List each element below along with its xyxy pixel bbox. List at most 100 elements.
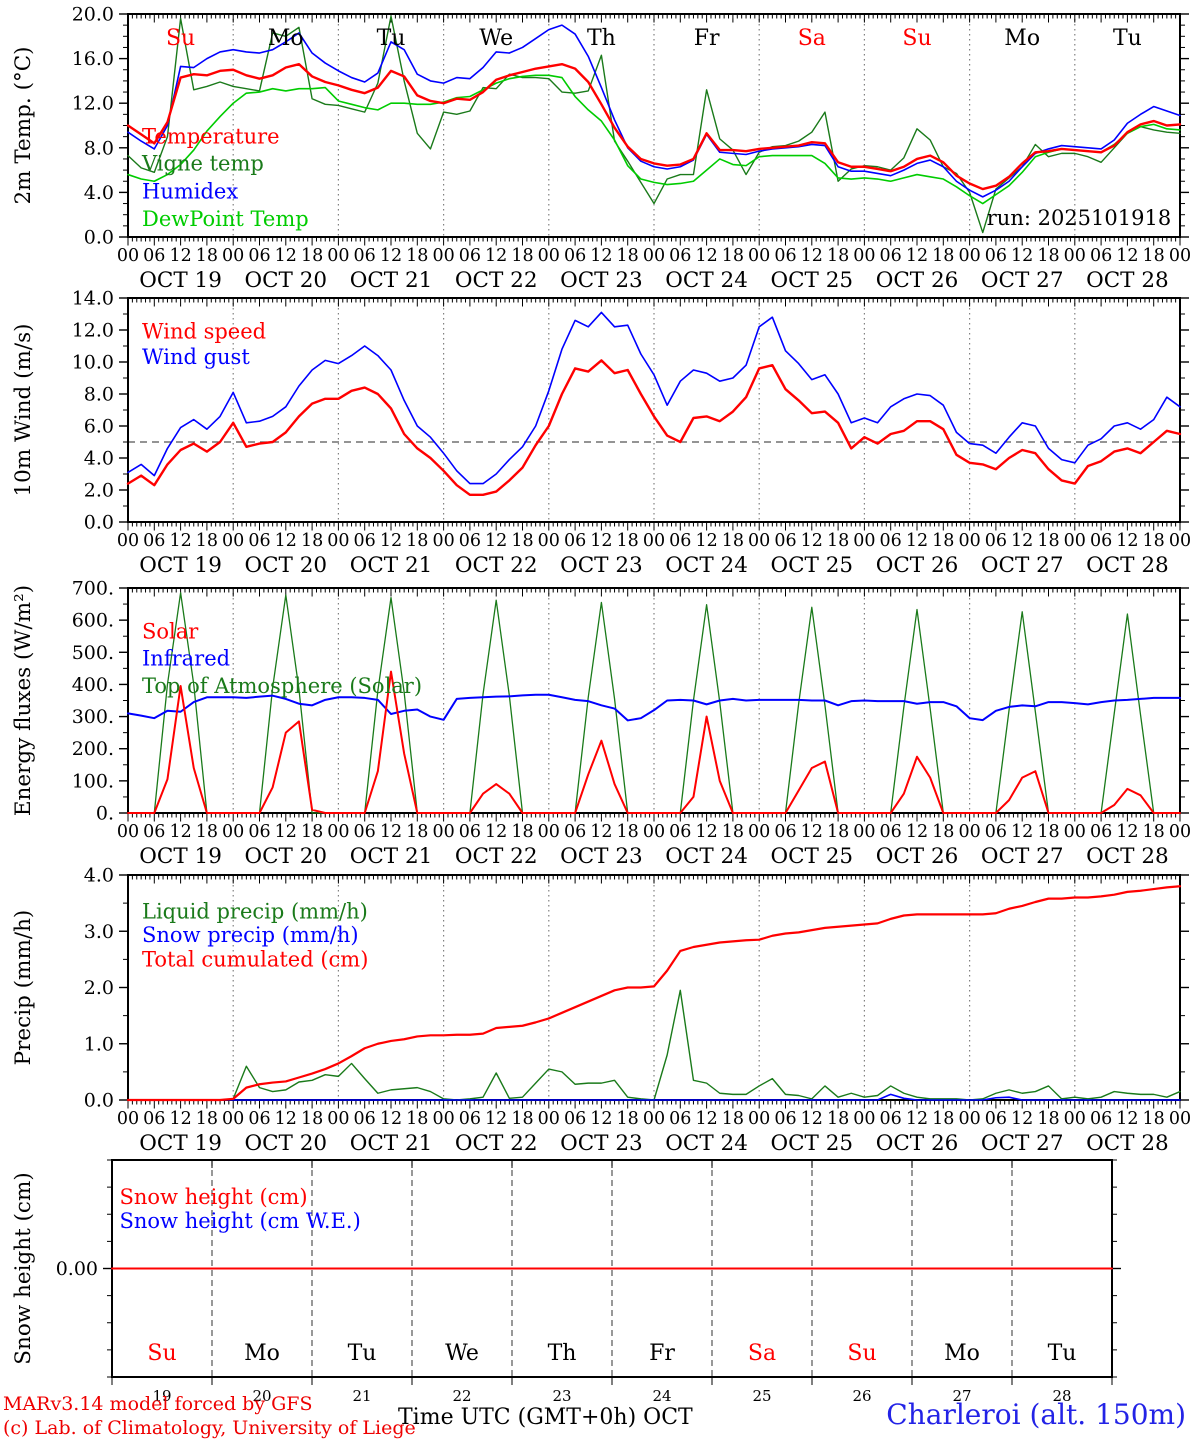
hour-label: 12 [695,822,717,842]
day-name-label: Mo [244,1341,280,1366]
hour-label: 06 [354,531,376,551]
hour-label: 00 [327,1109,349,1129]
hour-label: 06 [774,531,796,551]
hour-label: 12 [485,531,507,551]
date-label: OCT 28 [1086,553,1169,578]
y-tick-label: 0.0 [84,227,114,249]
hour-label: 18 [827,1109,849,1129]
hour-label: 00 [327,531,349,551]
hour-label: 12 [485,822,507,842]
day-name-label: Tu [348,1341,377,1366]
hour-label: 18 [617,822,639,842]
hour-label: 18 [617,1109,639,1129]
day-number-label: 22 [452,1387,471,1405]
hour-label: 12 [1116,531,1138,551]
hour-label: 18 [301,822,323,842]
hour-label: 12 [169,822,191,842]
hour-label: 18 [617,531,639,551]
hour-label: 18 [511,531,533,551]
y-axis-label-snow: Snow height (cm) [11,1172,36,1365]
hour-label: 00 [958,1109,980,1129]
hour-label: 00 [1169,531,1191,551]
day-name-label: Sa [798,26,826,51]
y-tick-label: 100. [72,770,114,792]
hour-label: 12 [1011,531,1033,551]
date-label: OCT 22 [455,844,538,869]
hour-label: 18 [722,531,744,551]
hour-label: 12 [1011,1109,1033,1129]
hour-label: 06 [564,1109,586,1129]
legend-wind-gust: Wind gust [142,345,250,369]
hour-label: 00 [643,1109,665,1129]
hour-label: 06 [354,822,376,842]
date-label: OCT 19 [139,268,222,293]
date-label: OCT 25 [770,1131,853,1156]
y-tick-label: 2.0 [84,977,114,999]
x-axis-title: Time UTC (GMT+0h) OCT [398,1405,693,1430]
hour-label: 00 [958,246,980,266]
series-dewpoint-temp [127,74,1181,205]
hour-label: 06 [248,531,270,551]
date-label: OCT 19 [139,553,222,578]
day-number-label: 20 [252,1387,271,1405]
day-name-label: Tu [1113,26,1142,51]
hour-label: 18 [1143,531,1165,551]
date-label: OCT 27 [981,268,1064,293]
hour-label: 06 [985,246,1007,266]
y-tick-label: 0. [96,803,114,825]
y-tick-label: 1.0 [84,1033,114,1055]
hour-label: 00 [432,531,454,551]
hour-label: 12 [380,531,402,551]
date-label: OCT 27 [981,844,1064,869]
hour-label: 00 [117,1109,139,1129]
hour-label: 18 [301,246,323,266]
legend-snow-height-cm-: Snow height (cm) [120,1185,308,1209]
hour-label: 12 [801,246,823,266]
hour-label: 18 [722,246,744,266]
hour-label: 12 [590,1109,612,1129]
hour-label: 18 [406,822,428,842]
hour-label: 06 [564,531,586,551]
y-tick-label: 600. [72,610,114,632]
series-snow-precip [127,1093,1181,1101]
day-name-label: Th [548,1341,577,1366]
hour-label: 00 [643,246,665,266]
legend-temperature: Temperature [142,125,280,149]
date-label: OCT 25 [770,553,853,578]
hour-label: 00 [432,822,454,842]
hour-label: 06 [564,822,586,842]
hour-label: 00 [327,822,349,842]
day-number-label: 26 [852,1387,871,1405]
day-name-label: Su [166,26,195,51]
y-tick-label: 20.0 [72,4,114,26]
legend-total-cumulated-cm-: Total cumulated (cm) [142,947,368,971]
date-label: OCT 28 [1086,1131,1169,1156]
hour-label: 12 [695,1109,717,1129]
hour-label: 12 [695,246,717,266]
hour-label: 00 [748,1109,770,1129]
hour-label: 12 [275,1109,297,1129]
hour-label: 12 [380,822,402,842]
hour-label: 18 [827,246,849,266]
date-label: OCT 23 [560,553,643,578]
hour-label: 12 [275,531,297,551]
date-label: OCT 20 [244,553,327,578]
hour-label: 18 [406,531,428,551]
hour-label: 00 [117,822,139,842]
hour-label: 18 [196,246,218,266]
hour-label: 06 [143,531,165,551]
hour-label: 06 [985,1109,1007,1129]
day-name-label: We [445,1341,479,1366]
hour-label: 12 [906,531,928,551]
hour-label: 12 [590,822,612,842]
series-temperature [126,62,1182,191]
hour-label: 00 [1064,1109,1086,1129]
hour-label: 06 [669,822,691,842]
day-name-label: We [479,26,513,51]
y-tick-label: 0.0 [84,512,114,534]
hour-label: 00 [853,531,875,551]
date-label: OCT 25 [770,844,853,869]
series-humidex [127,24,1181,198]
hour-label: 06 [774,246,796,266]
